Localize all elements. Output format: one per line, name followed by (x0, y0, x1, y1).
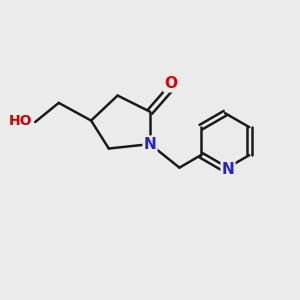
Text: N: N (222, 162, 234, 177)
Text: N: N (144, 136, 156, 152)
Text: HO: HO (9, 114, 32, 128)
Text: O: O (164, 76, 177, 91)
